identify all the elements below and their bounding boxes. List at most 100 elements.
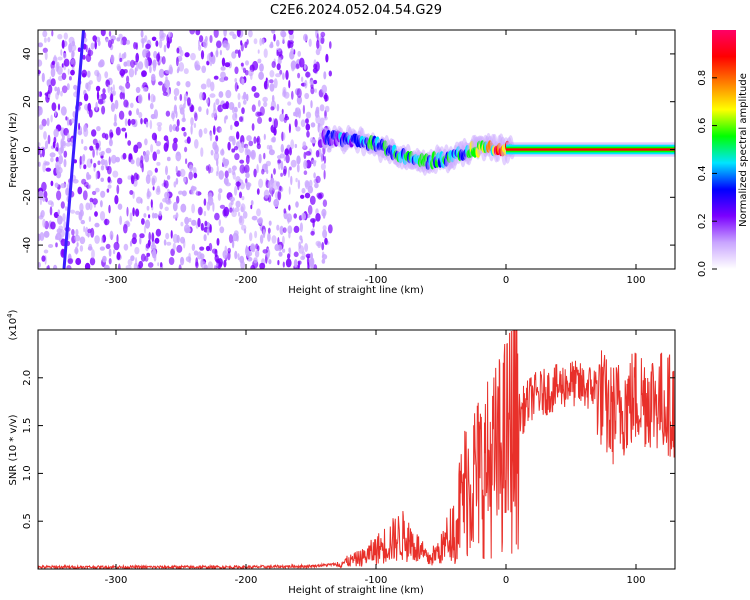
noise-cell bbox=[41, 72, 45, 83]
noise-cell bbox=[46, 117, 50, 127]
noise-cell bbox=[317, 193, 323, 200]
noise-cell bbox=[79, 236, 86, 245]
noise-cell bbox=[105, 243, 111, 250]
noise-cell bbox=[314, 182, 319, 189]
snr-y-scale-close: ) bbox=[8, 309, 19, 313]
noise-cell bbox=[285, 258, 292, 268]
noise-cell bbox=[209, 131, 213, 142]
noise-cell bbox=[151, 212, 155, 219]
noise-cell bbox=[210, 149, 214, 156]
noise-cell bbox=[184, 228, 191, 233]
noise-cell bbox=[283, 165, 287, 175]
noise-cell bbox=[240, 40, 243, 46]
noise-cell bbox=[61, 39, 65, 49]
noise-cell bbox=[287, 101, 292, 106]
noise-cell bbox=[305, 71, 311, 78]
noise-cell bbox=[313, 264, 318, 269]
noise-cell bbox=[231, 165, 237, 171]
noise-cell bbox=[268, 179, 274, 190]
noise-cell bbox=[122, 92, 125, 100]
noise-cell bbox=[158, 39, 163, 49]
noise-cell bbox=[237, 101, 241, 109]
noise-cell bbox=[178, 190, 183, 195]
noise-cell bbox=[158, 68, 165, 78]
noise-cell bbox=[135, 208, 140, 217]
noise-cell bbox=[138, 111, 143, 119]
noise-cell bbox=[279, 185, 282, 191]
noise-cell bbox=[60, 49, 63, 56]
noise-cell bbox=[81, 73, 87, 78]
noise-cell bbox=[135, 257, 138, 267]
carrier-core bbox=[506, 148, 675, 151]
noise-cell bbox=[99, 246, 105, 251]
noise-cell bbox=[132, 207, 135, 217]
noise-cell bbox=[164, 191, 170, 199]
noise-cell bbox=[300, 194, 305, 199]
x-tick-label: 0 bbox=[503, 575, 509, 586]
noise-cell bbox=[245, 145, 249, 154]
noise-cell bbox=[157, 125, 162, 132]
noise-cell bbox=[188, 171, 193, 181]
noise-cell bbox=[146, 252, 151, 257]
noise-cell bbox=[222, 157, 226, 165]
noise-cell bbox=[269, 70, 275, 78]
noise-cell bbox=[297, 179, 301, 190]
noise-cell bbox=[164, 79, 171, 89]
noise-cell bbox=[112, 90, 117, 96]
noise-cell bbox=[44, 161, 50, 166]
noise-cell bbox=[140, 198, 143, 204]
noise-cell bbox=[62, 52, 67, 59]
noise-cell bbox=[191, 219, 197, 226]
signal-track bbox=[321, 124, 516, 176]
noise-cell bbox=[276, 49, 279, 56]
noise-cell bbox=[296, 155, 301, 165]
noise-cell bbox=[143, 151, 146, 159]
noise-cell bbox=[261, 168, 265, 175]
noise-cell bbox=[287, 253, 291, 260]
noise-cell bbox=[55, 242, 58, 248]
noise-cell bbox=[52, 141, 56, 149]
noise-cell bbox=[324, 237, 328, 245]
noise-cell bbox=[310, 218, 316, 223]
noise-cell bbox=[219, 226, 225, 234]
colorbar-tick-label: 0.0 bbox=[697, 261, 708, 277]
noise-cell bbox=[235, 181, 241, 187]
noise-cell bbox=[273, 127, 277, 136]
noise-cell bbox=[163, 239, 167, 246]
noise-cell bbox=[54, 86, 58, 92]
noise-cell bbox=[323, 169, 326, 180]
noise-cell bbox=[218, 91, 224, 98]
noise-cell bbox=[288, 123, 291, 134]
noise-cell bbox=[229, 31, 235, 36]
colorbar-tick-label: 0.6 bbox=[697, 118, 708, 134]
noise-cell bbox=[315, 240, 322, 247]
noise-cell bbox=[49, 152, 56, 158]
noise-cell bbox=[213, 75, 219, 80]
noise-cell bbox=[283, 91, 290, 99]
noise-cell bbox=[313, 79, 317, 85]
noise-cell bbox=[155, 141, 162, 147]
noise-cell bbox=[150, 144, 154, 153]
snr-y-scale-base: (x10 bbox=[8, 318, 19, 341]
noise-cell bbox=[102, 88, 106, 94]
noise-cell bbox=[129, 212, 133, 222]
noise-cell bbox=[304, 92, 310, 100]
noise-cell bbox=[255, 111, 262, 117]
noise-cell bbox=[78, 122, 81, 131]
noise-cell bbox=[193, 123, 197, 128]
noise-cell bbox=[70, 59, 74, 65]
noise-cell bbox=[148, 214, 151, 219]
noise-cell bbox=[293, 259, 298, 268]
noise-cell bbox=[172, 141, 178, 152]
noise-cell bbox=[68, 36, 75, 45]
noise-cell bbox=[219, 77, 226, 83]
noise-cell bbox=[294, 143, 298, 149]
noise-cell bbox=[193, 172, 198, 179]
noise-cell bbox=[128, 68, 135, 78]
noise-cell bbox=[315, 150, 320, 158]
noise-cell bbox=[55, 147, 59, 152]
noise-cell bbox=[117, 177, 123, 185]
noise-cell bbox=[271, 30, 276, 34]
noise-cell bbox=[115, 156, 121, 163]
noise-cell bbox=[51, 102, 57, 112]
